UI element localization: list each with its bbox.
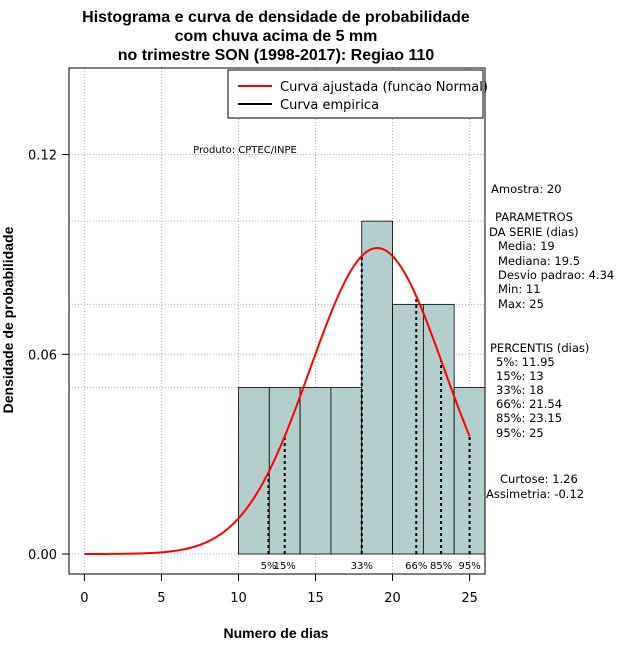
percentile-5: 5%: 11.95 (496, 355, 555, 369)
percentile-label: 5% (261, 561, 277, 572)
histogram-bar (422, 303, 455, 555)
y-tick-label: 0.12 (28, 149, 57, 164)
histogram-bar (361, 220, 393, 555)
percentile-33: 33%: 18 (496, 383, 544, 397)
param-median: Mediana: 19.5 (498, 254, 580, 268)
kurtosis: Curtose: 1.26 (500, 472, 578, 486)
percentile-lines: 5%15% 33% 66% 85% 95% (261, 256, 481, 572)
y-tick-label: 0.00 (28, 548, 57, 563)
legend-label-fitted: Curva ajustada (funcao Normal) (280, 80, 488, 95)
param-stddev: Desvio padrao: 4.34 (498, 268, 614, 282)
percentile-label: 85% (430, 561, 452, 572)
histogram-bar (453, 387, 486, 555)
normal-curve (84, 247, 471, 556)
histogram-bars (238, 220, 486, 555)
percentile-label: 15% (274, 561, 296, 572)
percentile-label: 33% (351, 561, 373, 572)
percentile-15: 15%: 13 (496, 369, 544, 383)
percentile-label: 95% (458, 561, 480, 572)
x-tick-label: 25 (461, 591, 478, 606)
percentile-95: 95%: 25 (496, 426, 544, 440)
fitted-normal-curve (84, 247, 471, 556)
x-tick-label: 15 (307, 591, 324, 606)
histogram-bar (299, 387, 332, 555)
histogram-bar (392, 303, 424, 555)
statistics-panel: Amostra: 20 PARAMETROS DA SERIE (dias) M… (486, 182, 614, 501)
chart-title-line-3: no trimestre SON (1998-2017): Regiao 110 (118, 47, 435, 64)
x-tick-label: 5 (157, 591, 165, 606)
chart-title-line-1: Histograma e curva de densidade de proba… (82, 9, 470, 26)
y-tick-label: 0.06 (28, 348, 57, 363)
sample-size: Amostra: 20 (491, 182, 562, 196)
x-axis-label: Numero de dias (223, 625, 328, 641)
percentile-label: 66% (405, 561, 427, 572)
percentiles-header: PERCENTIS (dias) (490, 341, 589, 355)
histogram-bar (330, 387, 363, 555)
skewness: Assimetria: -0.12 (486, 487, 584, 501)
legend-label-empirical: Curva empirica (280, 98, 379, 113)
param-min: Min: 11 (498, 282, 541, 296)
y-axis-label: Densidade de probabilidade (0, 226, 16, 413)
percentile-85: 85%: 23.15 (496, 411, 562, 425)
histogram-bar (238, 387, 270, 555)
percentile-66: 66%: 21.54 (496, 397, 562, 411)
x-tick-label: 10 (230, 591, 247, 606)
x-tick-label: 20 (384, 591, 401, 606)
parameters-header-2: DA SERIE (dias) (489, 225, 579, 239)
product-annotation: Produto: CPTEC/INPE (193, 145, 297, 156)
param-max: Max: 25 (498, 297, 544, 311)
x-tick-label: 0 (80, 591, 88, 606)
chart-title-line-2: com chuva acima de 5 mm (175, 28, 378, 45)
plot-frame (68, 67, 486, 575)
histogram-bar (268, 387, 301, 555)
parameters-header-1: PARAMETROS (495, 210, 573, 224)
param-mean: Media: 19 (498, 239, 555, 253)
legend: Curva ajustada (funcao Normal) Curva emp… (227, 69, 488, 119)
legend-box (227, 69, 484, 119)
